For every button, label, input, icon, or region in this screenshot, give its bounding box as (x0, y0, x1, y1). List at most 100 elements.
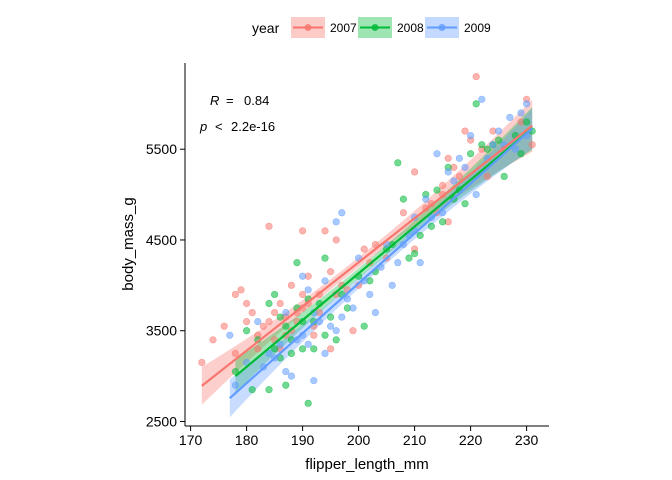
data-point-2009 (226, 331, 234, 339)
data-point-2007 (276, 299, 284, 308)
y-ticks: 2500 3500 4500 5500 (146, 141, 185, 429)
y-tick-label: 4500 (146, 232, 177, 248)
r-equals: = (226, 93, 234, 108)
data-point-2009 (276, 340, 284, 348)
p-label: p (199, 119, 207, 134)
x-tick-label: 210 (403, 432, 427, 448)
data-point-2009 (495, 127, 503, 135)
data-point-2007 (265, 222, 273, 230)
data-point-2008 (276, 313, 284, 321)
data-point-2007 (231, 290, 239, 299)
data-point-2008 (478, 141, 486, 149)
data-point-2009 (282, 367, 290, 376)
data-point-2007 (265, 318, 273, 326)
data-point-2009 (338, 313, 346, 321)
data-point-2009 (388, 281, 396, 289)
r-value: 0.84 (244, 93, 269, 108)
data-point-2009 (422, 195, 430, 203)
data-point-2009 (265, 349, 273, 358)
data-point-2008 (248, 386, 256, 394)
data-point-2008 (282, 322, 290, 330)
data-point-2007 (321, 227, 329, 235)
x-tick-label: 170 (179, 432, 203, 448)
data-point-2009 (433, 150, 441, 158)
legend-item-2009: 2009 (425, 17, 491, 38)
data-point-2007 (243, 318, 251, 326)
legend-point (371, 24, 379, 31)
y-tick-label: 2500 (146, 413, 177, 429)
data-point-2007 (332, 236, 340, 244)
data-point-2007 (327, 268, 335, 276)
legend-point (438, 24, 446, 31)
data-points (198, 73, 536, 407)
legend-label: 2008 (397, 21, 424, 35)
data-point-2008 (483, 145, 492, 153)
data-point-2009 (444, 168, 452, 176)
legend-label: 2007 (330, 21, 357, 35)
data-point-2008 (321, 331, 329, 339)
data-point-2009 (282, 308, 290, 317)
data-point-2008 (304, 399, 312, 407)
legend-title: year (252, 20, 280, 36)
data-point-2008 (271, 345, 279, 353)
data-point-2008 (467, 150, 475, 158)
legend-label: 2009 (464, 21, 491, 35)
data-point-2009 (299, 272, 307, 280)
regression-line-2009 (229, 127, 533, 399)
data-point-2008 (416, 231, 424, 240)
data-point-2008 (310, 345, 318, 353)
data-point-2007 (237, 286, 245, 294)
data-point-2009 (287, 372, 296, 380)
data-point-2009 (332, 327, 340, 335)
data-point-2007 (327, 345, 335, 353)
data-point-2009 (310, 377, 318, 385)
regression-line-2008 (234, 127, 533, 378)
data-point-2009 (416, 259, 424, 267)
x-ticks: 170 180 190 200 210 220 230 (179, 426, 539, 448)
data-point-2007 (299, 290, 307, 299)
data-point-2007 (287, 281, 296, 289)
x-tick-label: 230 (515, 432, 539, 448)
data-point-2009 (343, 295, 352, 303)
data-point-2007 (209, 336, 217, 344)
data-point-2009 (304, 286, 312, 294)
data-point-2009 (338, 209, 346, 217)
data-point-2009 (366, 290, 374, 299)
data-point-2007 (483, 172, 492, 181)
y-axis-title: body_mass_g (120, 197, 137, 290)
data-point-2009 (511, 145, 520, 153)
data-point-2009 (394, 259, 402, 267)
data-point-2007 (259, 322, 268, 330)
data-point-2008 (495, 136, 503, 144)
data-point-2007 (299, 227, 307, 235)
data-point-2009 (489, 141, 497, 149)
data-point-2008 (411, 249, 419, 258)
data-point-2007 (444, 154, 452, 162)
data-point-2008 (243, 327, 251, 335)
data-point-2009 (517, 109, 525, 117)
data-point-2008 (321, 254, 329, 262)
data-point-2009 (304, 340, 312, 348)
data-point-2007 (248, 308, 256, 317)
data-point-2008 (299, 345, 307, 353)
data-point-2007 (411, 168, 419, 176)
data-point-2009 (472, 190, 480, 199)
data-point-2008 (461, 200, 469, 208)
x-tick-label: 190 (291, 432, 315, 448)
data-point-2007 (220, 322, 228, 330)
data-point-2008 (265, 299, 273, 308)
data-point-2007 (360, 245, 368, 253)
legend-point (304, 24, 312, 31)
data-point-2009 (371, 308, 380, 317)
data-point-2007 (231, 349, 239, 358)
data-point-2007 (528, 141, 536, 149)
p-value: 2.2e-16 (231, 119, 275, 134)
data-point-2008 (517, 150, 525, 158)
data-point-2008 (282, 381, 290, 389)
data-point-2009 (321, 349, 329, 358)
data-point-2008 (332, 336, 340, 344)
x-tick-label: 180 (235, 432, 259, 448)
data-point-2008 (433, 186, 441, 194)
data-point-2009 (461, 163, 469, 171)
